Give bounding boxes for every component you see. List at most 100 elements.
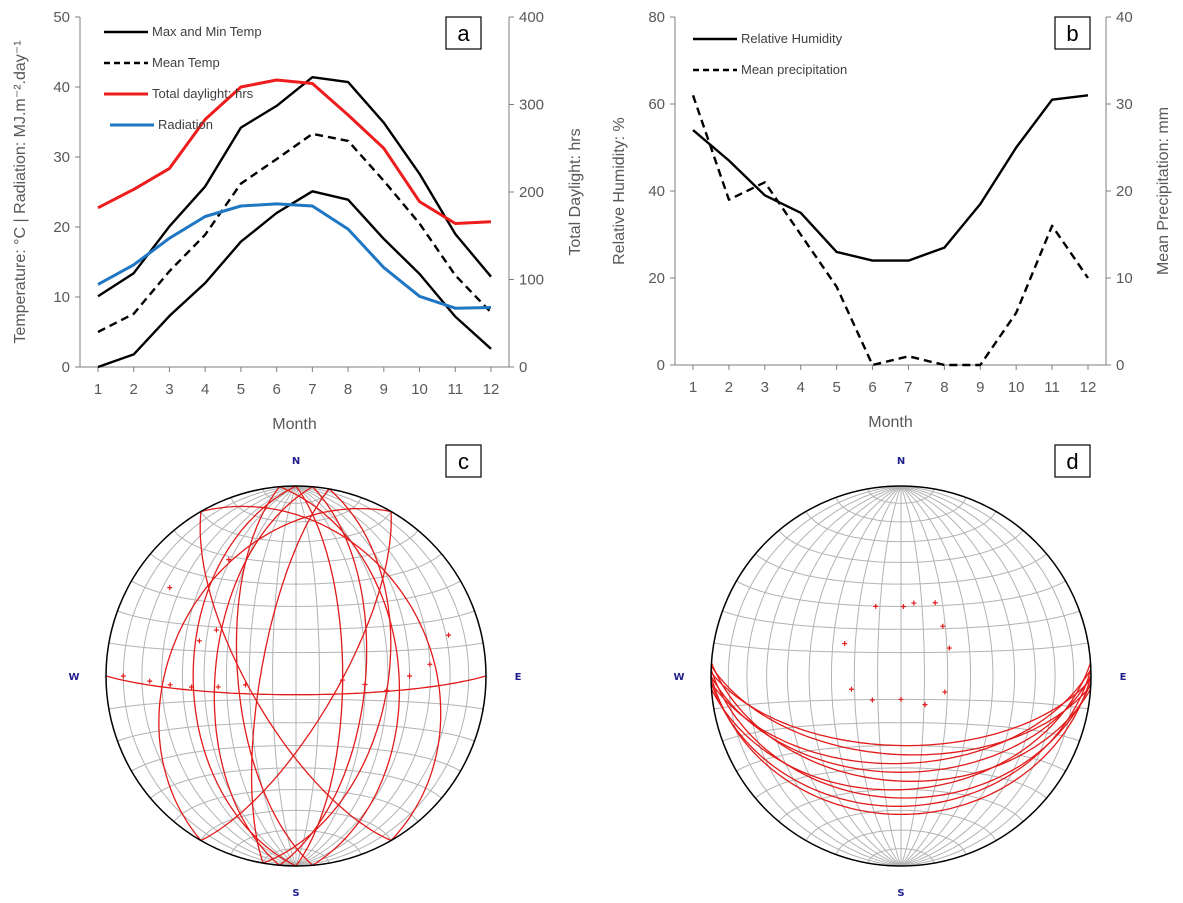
pole-marker xyxy=(942,689,948,695)
pole-marker xyxy=(446,632,452,638)
y-right-tick-label: 200 xyxy=(519,184,544,201)
primitive-circle xyxy=(710,485,1092,867)
x-tick-label: 6 xyxy=(868,379,876,396)
pole-marker xyxy=(167,585,173,591)
plane-great-circle xyxy=(295,486,344,866)
x-tick-label: 12 xyxy=(483,381,500,398)
plane-great-circle xyxy=(711,675,1091,816)
pole-marker xyxy=(848,686,854,692)
x-tick-label: 8 xyxy=(344,381,352,398)
x-tick-label: 6 xyxy=(272,381,280,398)
pole-marker xyxy=(932,600,938,606)
pole-marker xyxy=(911,600,917,606)
panel-label: a xyxy=(457,21,470,46)
plane-great-circle xyxy=(200,511,392,842)
great-circle-gridline xyxy=(900,486,949,866)
pole-marker xyxy=(215,684,221,690)
y-left-tick-label: 40 xyxy=(53,79,70,96)
x-tick-label: 4 xyxy=(797,379,805,396)
pole-marker xyxy=(189,684,195,690)
legend-label: Total daylight: hrs xyxy=(152,86,254,101)
y-right-tick-label: 100 xyxy=(519,272,544,289)
plane-great-circle xyxy=(158,507,392,841)
plane-great-circle xyxy=(279,486,401,866)
compass-north: N xyxy=(897,456,905,467)
pole-marker xyxy=(900,603,906,609)
series-line-relative-humidity xyxy=(692,94,1089,262)
y-right-tick-label: 0 xyxy=(519,359,527,376)
y-left-tick-label: 0 xyxy=(62,359,70,376)
compass-south: S xyxy=(292,888,299,899)
panel-label-box xyxy=(445,16,482,50)
x-tick-label: 2 xyxy=(130,381,138,398)
panel-label-box xyxy=(445,444,482,478)
pole-marker xyxy=(120,673,126,679)
x-tick-label: 3 xyxy=(165,381,173,398)
y-right-tick-label: 30 xyxy=(1116,96,1133,113)
stereonet-grid xyxy=(106,486,486,866)
compass-east: E xyxy=(515,672,522,683)
y-left-tick-label: 60 xyxy=(648,96,665,113)
great-circle-gridline xyxy=(900,486,971,866)
legend-label: Mean Temp xyxy=(152,55,220,70)
x-tick-label: 8 xyxy=(940,379,948,396)
pole-marker xyxy=(922,702,928,708)
y-right-tick-label: 10 xyxy=(1116,270,1133,287)
x-tick-label: 9 xyxy=(976,379,984,396)
great-circle-gridline xyxy=(161,486,297,866)
stereonet-c: N S W Ec xyxy=(68,444,522,899)
pole-marker xyxy=(427,661,433,667)
pole-marker xyxy=(407,673,413,679)
great-circle-gridline xyxy=(272,486,297,866)
series-line-mean-temp xyxy=(97,132,492,334)
legend-label: Radiation xyxy=(158,117,213,132)
x-tick-label: 12 xyxy=(1080,379,1097,396)
x-axis-label: Month xyxy=(868,414,912,431)
y-left-tick-label: 10 xyxy=(53,289,70,306)
y-left-tick-label: 30 xyxy=(53,149,70,166)
y-right-tick-label: 40 xyxy=(1116,9,1133,26)
stereonet-grid xyxy=(711,486,1091,866)
pole-marker xyxy=(946,645,952,651)
primitive-circle xyxy=(105,485,487,867)
y-axis-right-label: Mean Precipitation: mm xyxy=(1155,107,1172,275)
plane-great-circle xyxy=(711,672,1091,747)
x-tick-label: 1 xyxy=(94,381,102,398)
great-circle-gridline xyxy=(295,486,366,866)
series-line-mean-precipitation xyxy=(691,94,1089,367)
x-tick-label: 7 xyxy=(308,381,316,398)
panel-label-box xyxy=(1054,16,1091,50)
great-circle-gridline xyxy=(766,486,902,866)
x-tick-label: 5 xyxy=(237,381,245,398)
compass-west: W xyxy=(68,672,79,683)
pole-marker xyxy=(213,627,219,633)
pole-marker xyxy=(339,677,345,683)
y-left-tick-label: 40 xyxy=(648,183,665,200)
great-circle-gridline xyxy=(226,486,297,866)
great-circle-gridline xyxy=(727,486,902,866)
great-circle-gridline xyxy=(141,486,297,866)
y-right-tick-label: 300 xyxy=(519,97,544,114)
great-circle-gridline xyxy=(295,486,451,866)
great-circle-gridline xyxy=(900,486,1036,866)
plane-great-circle xyxy=(250,488,330,864)
compass-north: N xyxy=(292,456,300,467)
y-left-tick-label: 20 xyxy=(53,219,70,236)
x-tick-label: 4 xyxy=(201,381,209,398)
y-right-tick-label: 20 xyxy=(1116,183,1133,200)
great-circle-gridline xyxy=(295,486,431,866)
y-axis-left-label: Temperature: °C | Radiation: MJ.m⁻².day⁻… xyxy=(12,40,29,343)
x-tick-label: 1 xyxy=(689,379,697,396)
pole-marker xyxy=(243,682,249,688)
x-tick-label: 11 xyxy=(447,381,463,398)
great-circle-gridline xyxy=(786,486,902,866)
plane-great-circle xyxy=(200,505,442,841)
great-circle-gridline xyxy=(248,486,297,866)
legend-label: Relative Humidity xyxy=(741,31,843,46)
pole-marker xyxy=(873,603,879,609)
panel-label: d xyxy=(1066,449,1078,474)
pole-marker xyxy=(384,687,390,693)
pole-marker xyxy=(167,682,173,688)
